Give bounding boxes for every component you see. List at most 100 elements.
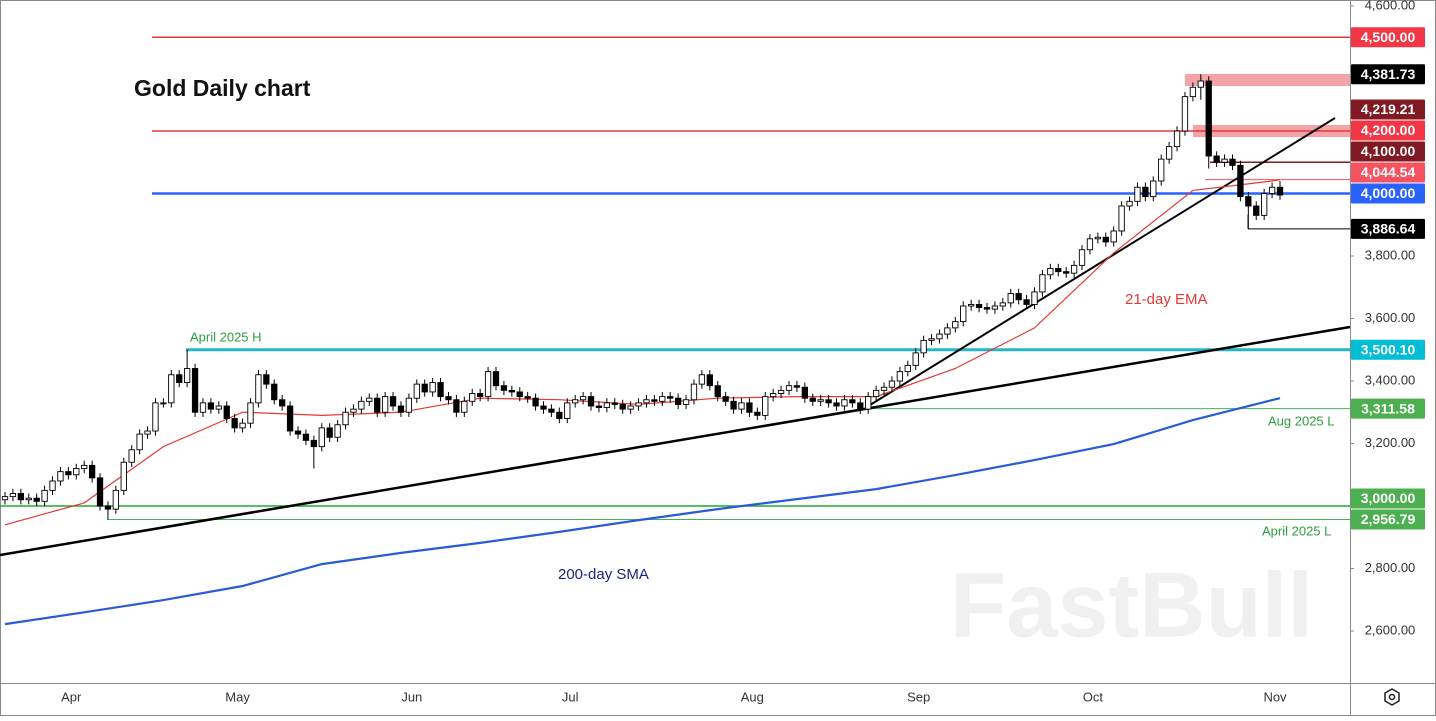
candle-body bbox=[785, 385, 793, 391]
candle-body bbox=[231, 418, 238, 429]
candle-body bbox=[635, 402, 642, 407]
candle-body bbox=[627, 405, 634, 410]
price-tag bbox=[1351, 162, 1425, 183]
settings-icon-shape[interactable] bbox=[1384, 688, 1400, 706]
candle-body bbox=[96, 477, 104, 507]
candle-body bbox=[1023, 299, 1030, 305]
candle-body bbox=[1055, 268, 1062, 273]
candle-body bbox=[746, 402, 753, 413]
candle-body bbox=[1181, 96, 1189, 132]
candle-body bbox=[1118, 205, 1125, 232]
candle-body bbox=[326, 427, 333, 438]
candle-body bbox=[381, 396, 389, 413]
candle-body bbox=[461, 400, 468, 413]
candle-body bbox=[247, 402, 254, 424]
candle-body bbox=[1094, 236, 1102, 240]
candle-body bbox=[484, 371, 492, 398]
candle-body bbox=[358, 400, 365, 410]
candle-body bbox=[1189, 86, 1197, 98]
trendline bbox=[869, 117, 1336, 406]
series-label: 200-day SMA bbox=[558, 566, 649, 583]
candle-body bbox=[1047, 268, 1054, 276]
candle-body bbox=[524, 396, 531, 399]
candle-body bbox=[429, 382, 436, 393]
price-tag-label: 4,500.00 bbox=[1361, 29, 1416, 45]
candle-body bbox=[294, 430, 302, 435]
candle-body bbox=[1007, 293, 1014, 304]
x-tick-label: May bbox=[225, 689, 250, 704]
candle-body bbox=[263, 374, 270, 385]
series-label: 21-day EMA bbox=[1125, 291, 1208, 308]
candle-body bbox=[1268, 186, 1276, 194]
candle-body bbox=[651, 399, 658, 402]
candle-body bbox=[667, 396, 674, 399]
candle-body bbox=[1110, 230, 1117, 243]
price-tag bbox=[1351, 120, 1425, 141]
candle-body bbox=[49, 480, 56, 491]
candle-body bbox=[421, 383, 428, 393]
candle-body bbox=[366, 397, 373, 402]
candle-body bbox=[342, 411, 349, 426]
candle-body bbox=[334, 424, 341, 438]
trendline bbox=[0, 325, 1351, 557]
candle-body bbox=[888, 380, 896, 388]
candle-body bbox=[112, 489, 120, 510]
candle-body bbox=[223, 405, 230, 419]
candle-body bbox=[904, 364, 911, 373]
candle-body bbox=[136, 433, 143, 451]
candle-body bbox=[603, 402, 611, 409]
candle-body bbox=[952, 321, 959, 329]
watermark: FastBull bbox=[950, 554, 1313, 656]
price-tag bbox=[1351, 64, 1425, 85]
price-tag bbox=[1351, 99, 1425, 120]
candle-body bbox=[1245, 196, 1252, 207]
candle-body bbox=[857, 402, 864, 410]
candle-body bbox=[841, 399, 848, 407]
price-tag-label: 2,956.79 bbox=[1361, 511, 1416, 527]
candle-body bbox=[920, 339, 927, 354]
settings-icon[interactable] bbox=[1384, 688, 1400, 706]
candle-body bbox=[872, 389, 880, 398]
candle-body bbox=[279, 399, 286, 407]
candle-body bbox=[762, 396, 769, 416]
candle-body bbox=[1102, 236, 1109, 243]
candle-body bbox=[302, 433, 310, 441]
candle-body bbox=[548, 408, 555, 413]
settings-icon-dot[interactable] bbox=[1388, 693, 1396, 701]
candle-body bbox=[1276, 186, 1284, 196]
price-tag bbox=[1351, 488, 1425, 509]
y-tick-label: 3,600.00 bbox=[1365, 310, 1416, 325]
candle-body bbox=[722, 396, 729, 402]
price-tag-label: 3,500.10 bbox=[1361, 341, 1416, 357]
candle-body bbox=[1078, 249, 1086, 266]
candle-body bbox=[168, 374, 175, 404]
candle-body bbox=[975, 303, 983, 309]
candle-body bbox=[674, 397, 682, 405]
y-tick-label: 3,800.00 bbox=[1365, 247, 1416, 262]
candle-body bbox=[120, 461, 127, 491]
candle-body bbox=[944, 327, 951, 335]
candle-body bbox=[1126, 200, 1133, 207]
candle-body bbox=[682, 399, 690, 405]
candle-body bbox=[659, 396, 666, 402]
candle-body bbox=[17, 493, 24, 501]
price-tag-label: 4,200.00 bbox=[1361, 122, 1416, 138]
candle-body bbox=[817, 399, 824, 402]
candle-body bbox=[1158, 158, 1165, 182]
candle-body bbox=[738, 402, 745, 410]
candle-body bbox=[714, 385, 721, 398]
candle-body bbox=[690, 383, 698, 401]
candle-body bbox=[57, 471, 64, 482]
y-tick-label: 3,400.00 bbox=[1365, 372, 1416, 387]
y-tick-label: 4,600.00 bbox=[1365, 0, 1416, 12]
candle-body bbox=[849, 399, 856, 404]
candle-body bbox=[255, 374, 262, 404]
price-tag-label: 3,311.58 bbox=[1361, 400, 1415, 416]
candle-body bbox=[191, 368, 199, 413]
candle-body bbox=[540, 405, 547, 410]
candle-body bbox=[643, 399, 650, 404]
price-tag bbox=[1351, 141, 1425, 162]
candle-body bbox=[239, 422, 246, 429]
candle-body bbox=[564, 402, 571, 419]
candle-body bbox=[1015, 293, 1022, 301]
